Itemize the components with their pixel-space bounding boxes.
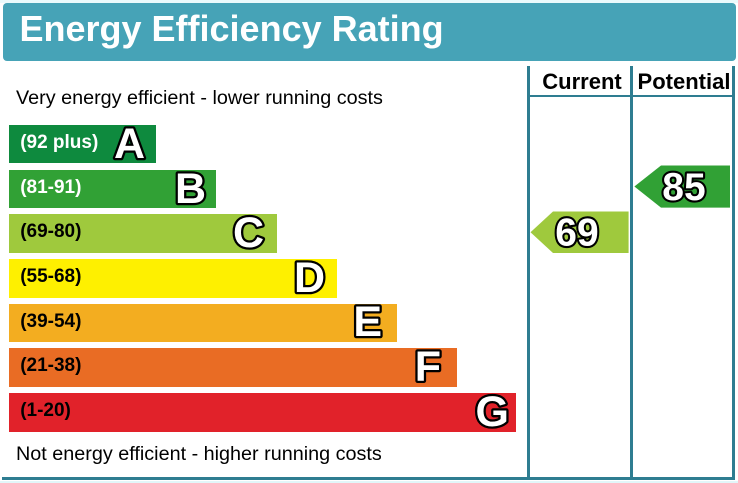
svg-text:E: E — [353, 300, 382, 344]
svg-text:85: 85 — [662, 166, 705, 209]
svg-text:G: G — [475, 390, 508, 434]
svg-text:A: A — [114, 122, 145, 166]
svg-text:B: B — [175, 167, 206, 211]
svg-text:D: D — [294, 256, 325, 300]
svg-text:C: C — [233, 211, 264, 255]
svg-text:69: 69 — [555, 212, 598, 255]
svg-text:F: F — [415, 345, 441, 389]
